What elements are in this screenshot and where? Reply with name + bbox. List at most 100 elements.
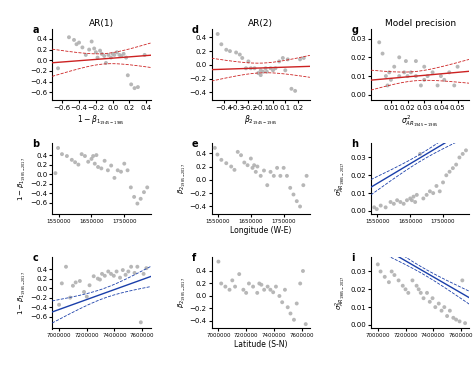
Point [390,201,398,207]
Point [254,164,261,169]
Point [288,86,295,92]
Point [120,51,128,57]
Point [283,173,291,179]
Point [75,40,83,46]
Point [252,169,260,175]
Point [374,261,382,267]
Point [113,49,121,55]
Point [267,169,274,175]
Point [247,65,255,71]
Point [413,192,420,198]
Point [273,165,281,171]
Point [98,165,105,171]
Point [458,277,466,283]
Point [222,47,230,53]
Point [83,294,91,300]
Text: f: f [192,253,196,263]
Point [382,73,390,79]
Point [54,145,62,151]
X-axis label: $\sigma^2_{AR_{1945-1985}}$: $\sigma^2_{AR_{1945-1985}}$ [401,114,439,129]
Title: AR(1): AR(1) [89,19,114,28]
Point [250,162,258,168]
Point [409,277,416,283]
Point [419,196,427,201]
Text: e: e [192,139,199,149]
Point [420,64,428,70]
Point [264,284,272,289]
Point [420,77,428,83]
Point [411,199,419,205]
Point [377,203,384,208]
Point [98,271,106,277]
Point [388,269,395,274]
Point [76,278,83,284]
Point [143,265,150,271]
Point [98,51,106,57]
Point [66,295,74,300]
Point [211,145,219,151]
Point [429,295,437,301]
Point [279,55,287,61]
Point [262,65,269,71]
Point [260,168,268,173]
Point [222,160,230,166]
Point [402,287,410,292]
Point [397,199,404,205]
Point [429,69,437,75]
Point [272,284,280,289]
Point [69,283,77,289]
Point [244,162,251,168]
Point [257,282,265,288]
Point [144,184,151,190]
Point [128,264,135,270]
Point [296,57,304,62]
Point [417,290,425,296]
Point [215,259,222,265]
Point [109,51,117,57]
Point [134,201,141,207]
Point [71,159,79,165]
Point [249,284,257,289]
Point [117,53,125,59]
Point [303,173,310,179]
Point [407,69,415,75]
Point [255,70,262,76]
Point [385,69,393,75]
Point [408,197,416,203]
Point [134,84,142,90]
Point [400,201,408,207]
Text: c: c [32,253,38,263]
Point [437,73,445,79]
Point [395,73,403,79]
Point [125,269,132,274]
Point [264,182,271,188]
Point [102,60,110,66]
Point [236,271,243,277]
Point [218,41,225,47]
Point [412,58,419,64]
Point [113,269,120,274]
Point [267,65,274,71]
Point [384,82,392,88]
Point [82,52,90,58]
Point [234,149,242,155]
Point [214,31,221,37]
Point [92,49,100,55]
Text: g: g [351,25,358,35]
Point [281,287,289,293]
Point [62,264,70,270]
Point [290,192,297,197]
Point [68,157,76,163]
Point [58,151,66,157]
Point [296,204,304,210]
Point [440,304,448,310]
Point [438,308,446,314]
Point [410,194,417,200]
Point [293,300,301,306]
Point [90,273,98,279]
Point [293,198,301,204]
Point [242,65,250,71]
Point [249,165,256,171]
Point [239,287,247,293]
Point [79,45,86,50]
